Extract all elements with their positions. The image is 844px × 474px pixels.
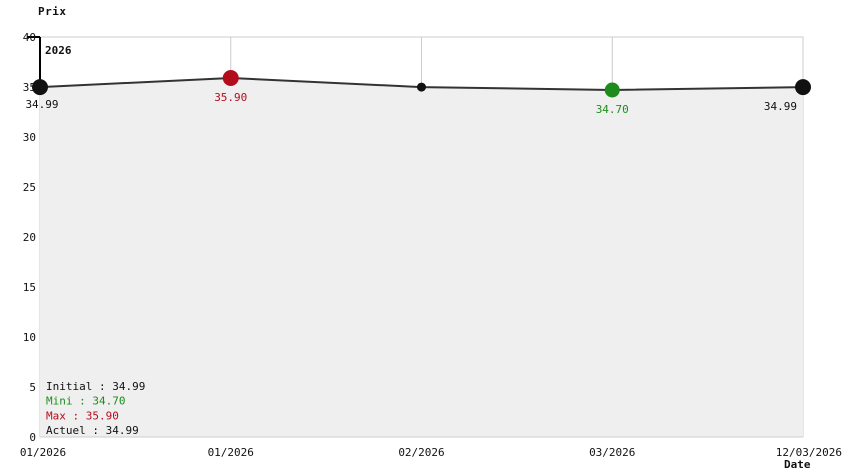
y-tick-label: 15 (23, 281, 36, 294)
x-tick-label: 01/2026 (20, 446, 66, 459)
y-tick-label: 0 (29, 431, 36, 444)
price-point (795, 79, 811, 96)
price-point (32, 79, 48, 96)
price-point (417, 82, 426, 92)
y-tick-label: 40 (23, 31, 36, 44)
year-label: 2026 (45, 44, 72, 57)
y-tick-label: 20 (23, 231, 36, 244)
price-area-fill (40, 78, 803, 437)
y-tick-label: 5 (29, 381, 36, 394)
price-point-label: 35.90 (214, 91, 247, 104)
x-tick-label: 03/2026 (589, 446, 635, 459)
price-point-label: 34.99 (25, 98, 58, 111)
y-tick-label: 10 (23, 331, 36, 344)
x-tick-label: 12/03/2026 (776, 446, 842, 459)
price-point (222, 70, 239, 86)
x-tick-label: 02/2026 (398, 446, 444, 459)
price-point (604, 82, 620, 98)
x-axis-title: Date (784, 458, 811, 471)
x-tick-label: 01/2026 (208, 446, 254, 459)
legend-item: Mini : 34.70 (46, 395, 125, 408)
y-tick-label: 25 (23, 181, 36, 194)
legend-item: Max : 35.90 (46, 409, 119, 422)
price-point-label: 34.70 (596, 103, 629, 116)
legend-item: Initial : 34.99 (46, 380, 145, 393)
y-axis-title: Prix (38, 5, 67, 18)
y-tick-label: 35 (23, 81, 36, 94)
y-tick-label: 30 (23, 131, 36, 144)
legend-item: Actuel : 34.99 (46, 424, 139, 437)
price-point-label: 34.99 (764, 100, 797, 113)
